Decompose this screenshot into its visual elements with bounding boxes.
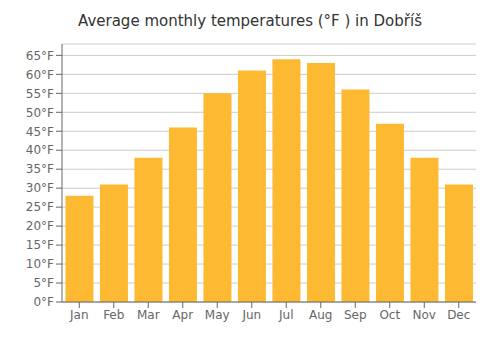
svg-text:Mar: Mar [137,308,160,322]
svg-text:0°F: 0°F [33,295,54,309]
svg-text:Nov: Nov [413,308,436,322]
svg-text:35°F: 35°F [26,162,54,176]
svg-text:5°F: 5°F [33,276,54,290]
svg-text:60°F: 60°F [26,68,54,82]
svg-text:Feb: Feb [103,308,124,322]
svg-text:Apr: Apr [172,308,193,322]
svg-text:Oct: Oct [379,308,400,322]
svg-text:Dec: Dec [447,308,470,322]
svg-text:25°F: 25°F [26,200,54,214]
svg-text:40°F: 40°F [26,143,54,157]
svg-text:50°F: 50°F [26,106,54,120]
svg-text:Jan: Jan [69,308,89,322]
html-text:Average monthly temperatures (: Average monthly temperatures (°F ) in Do… [78,12,422,30]
svg-text:20°F: 20°F [26,219,54,233]
svg-text:55°F: 55°F [26,87,54,101]
svg-text:30°F: 30°F [26,181,54,195]
svg-text:Jun: Jun [241,308,261,322]
svg-text:65°F: 65°F [26,49,54,63]
svg-text:10°F: 10°F [26,257,54,271]
svg-text:Jul: Jul [278,308,293,322]
svg-text:Aug: Aug [309,308,332,322]
svg-text:May: May [205,308,230,322]
svg-text:15°F: 15°F [26,238,54,252]
svg-text:45°F: 45°F [26,125,54,139]
svg-text:Sep: Sep [344,308,367,322]
